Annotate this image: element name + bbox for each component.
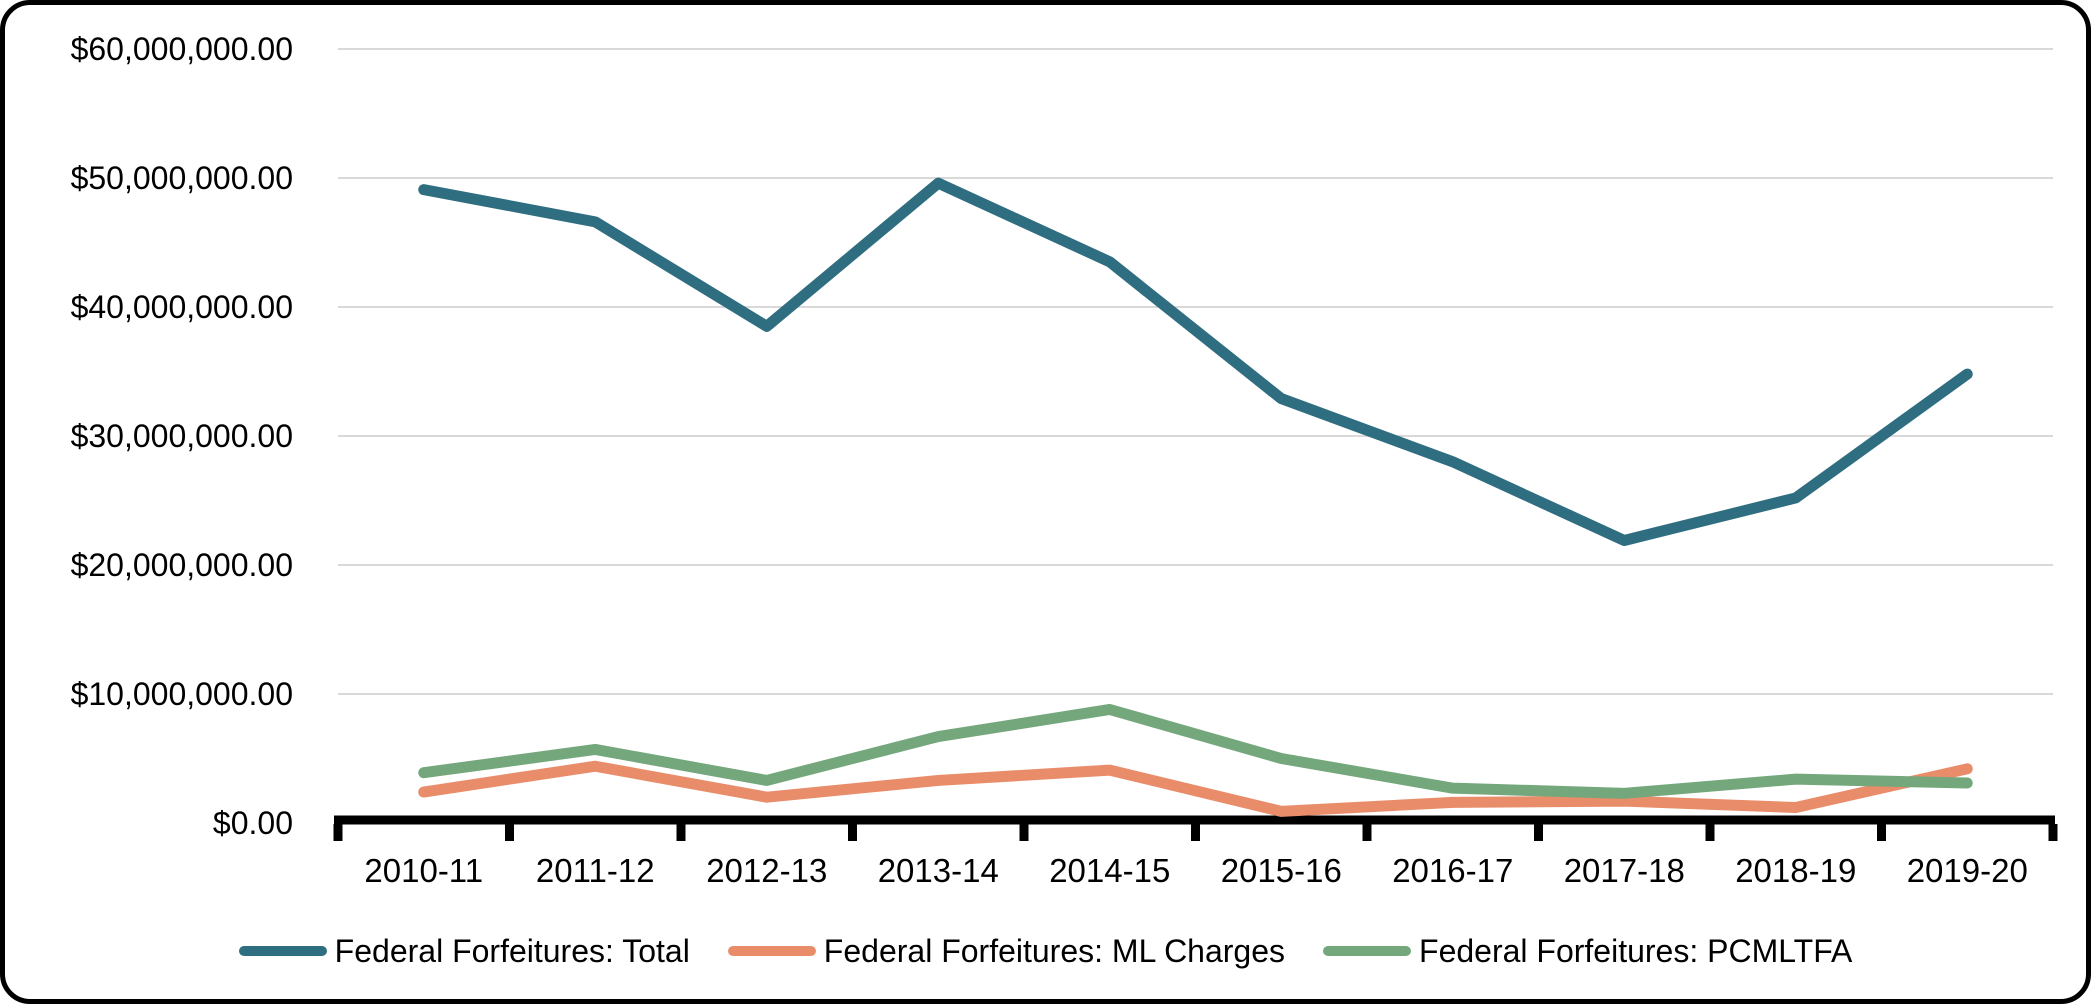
legend-label-ml-charges: Federal Forfeitures: ML Charges — [823, 933, 1286, 969]
x-axis-tick-label: 2017-18 — [1564, 852, 1685, 889]
legend-swatch-pcmltfa-icon — [1323, 946, 1412, 956]
legend-item-ml-charges: Federal Forfeitures: ML Charges — [727, 933, 1286, 969]
y-axis-tick-label: $40,000,000.00 — [71, 289, 293, 325]
x-axis-tick-label: 2011-12 — [536, 852, 655, 889]
x-axis-tick-label: 2010-11 — [364, 852, 483, 889]
series-line-0 — [418, 177, 1973, 546]
legend-item-total: Federal Forfeitures: Total — [238, 933, 690, 969]
legend-label-total: Federal Forfeitures: Total — [334, 933, 690, 969]
x-axis-tick-label: 2019-20 — [1907, 852, 2028, 889]
x-axis-tick-label: 2018-19 — [1735, 852, 1856, 889]
x-axis-tick-label: 2012-13 — [706, 852, 827, 889]
x-axis-tick-label: 2014-15 — [1049, 852, 1170, 889]
y-axis-tick-label: $10,000,000.00 — [71, 676, 293, 712]
y-axis-tick-label: $0.00 — [213, 805, 293, 841]
legend-swatch-total-icon — [238, 946, 327, 956]
y-axis-tick-label: $50,000,000.00 — [71, 160, 293, 196]
x-axis-tick-label: 2013-14 — [878, 852, 999, 889]
y-axis-tick-label: $20,000,000.00 — [71, 547, 293, 583]
series-line-2 — [418, 703, 1973, 799]
x-axis-tick-label: 2015-16 — [1221, 852, 1342, 889]
line-chart-plot: $0.00 $10,000,000.00 $20,000,000.00 $30,000… — [71, 31, 2058, 889]
series-line-1 — [418, 760, 1973, 817]
y-axis-tick-label: $60,000,000.00 — [71, 31, 293, 67]
legend-swatch-ml-charges-icon — [727, 946, 816, 956]
legend-label-pcmltfa: Federal Forfeitures: PCMLTFA — [1419, 933, 1853, 969]
x-axis-tick-label: 2016-17 — [1392, 852, 1513, 889]
chart-legend: Federal Forfeitures: Total Federal Forfe… — [5, 927, 2086, 975]
legend-item-pcmltfa: Federal Forfeitures: PCMLTFA — [1323, 935, 1852, 967]
y-axis-tick-label: $30,000,000.00 — [71, 418, 293, 454]
